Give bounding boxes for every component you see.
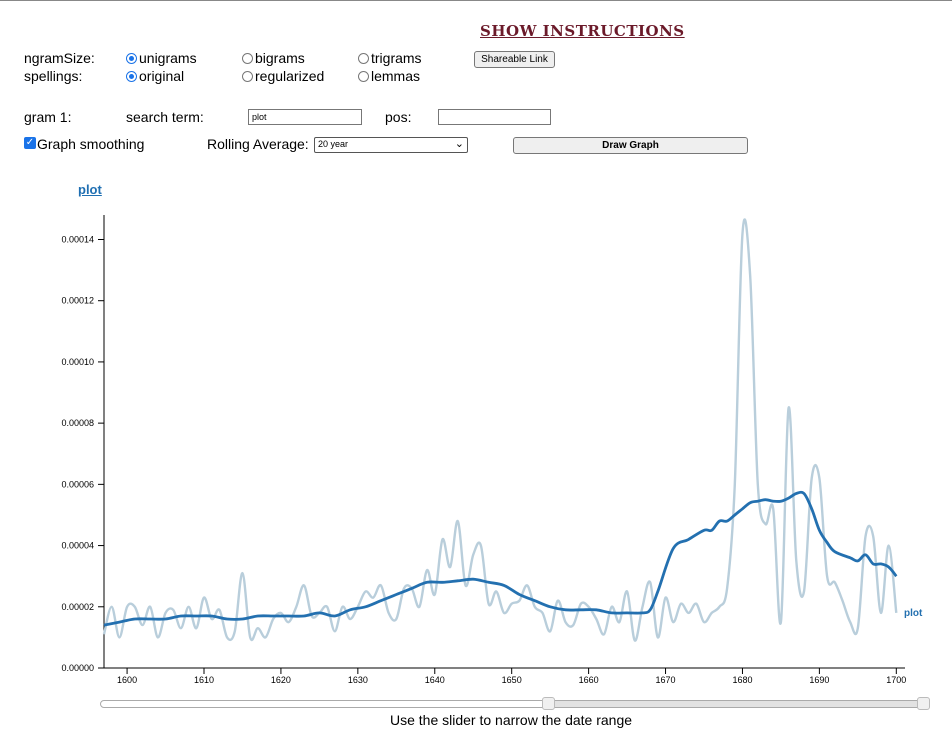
x-tick-label: 1690 [809, 675, 829, 685]
x-tick-label: 1640 [425, 675, 445, 685]
raw-frequency-line [102, 218, 898, 642]
smoothing-checkbox[interactable]: ✓ [24, 137, 36, 149]
radio-unigrams-label: unigrams [139, 50, 197, 66]
rolling-average-select[interactable]: 20 year ⌄ [314, 137, 468, 153]
radio-icon[interactable] [242, 52, 253, 64]
y-tick-label: 0.00008 [61, 418, 94, 428]
chevron-down-icon: ⌄ [454, 138, 464, 150]
slider-handle-end[interactable] [917, 697, 930, 710]
ngram-size-label: ngramSize: [24, 50, 95, 66]
x-tick-label: 1620 [271, 675, 291, 685]
series-lines [102, 218, 898, 642]
pos-input[interactable] [438, 109, 551, 125]
radio-trigrams-label: trigrams [371, 50, 422, 66]
x-tick-label: 1630 [348, 675, 368, 685]
date-range-selection [548, 700, 924, 708]
y-tick-label: 0.00010 [61, 357, 94, 367]
smoothed-frequency-line [103, 490, 898, 627]
y-tick-label: 0.00000 [61, 663, 94, 673]
y-tick-label: 0.00014 [61, 234, 94, 244]
y-tick-label: 0.00012 [61, 296, 94, 306]
radio-lemmas-label: lemmas [371, 68, 421, 84]
spellings-label: spellings: [24, 68, 83, 84]
slider-handle-start[interactable] [542, 697, 555, 710]
radio-regularized-label: regularized [255, 68, 325, 84]
legend-term-link[interactable]: plot [78, 182, 102, 197]
x-axis-ticks: 1600 1610 1620 1630 1640 1650 1660 1670 1680 1690… [117, 668, 906, 685]
search-term-input[interactable]: plot [248, 109, 362, 125]
radio-trigrams[interactable]: trigrams [358, 50, 422, 66]
rolling-average-value: 20 year [318, 139, 349, 149]
slider-caption: Use the slider to narrow the date range [389, 712, 633, 728]
gram-label: gram 1: [24, 109, 72, 125]
top-divider [0, 0, 952, 1]
smoothing-label: Graph smoothing [37, 136, 145, 152]
radio-icon[interactable] [358, 70, 369, 82]
radio-original-label: original [139, 68, 185, 84]
series-end-label: plot [904, 608, 923, 619]
y-tick-label: 0.00002 [61, 602, 94, 612]
radio-bigrams[interactable]: bigrams [242, 50, 305, 66]
radio-icon[interactable] [358, 52, 369, 64]
radio-lemmas[interactable]: lemmas [358, 68, 420, 84]
y-tick-label: 0.00004 [61, 541, 94, 551]
x-tick-label: 1600 [117, 675, 137, 685]
x-tick-label: 1610 [194, 675, 214, 685]
rolling-average-label: Rolling Average: [207, 136, 309, 152]
x-tick-label: 1660 [579, 675, 599, 685]
pos-label: pos: [385, 109, 412, 125]
x-tick-label: 1670 [656, 675, 676, 685]
shareable-link-button[interactable]: Shareable Link [474, 51, 555, 68]
x-tick-label: 1650 [502, 675, 522, 685]
search-term-label: search term: [126, 109, 204, 125]
y-axis-ticks: 0.00000 0.00002 0.00004 0.00006 0.00008 0.000… [61, 234, 104, 673]
radio-bigrams-label: bigrams [255, 50, 305, 66]
y-tick-label: 0.00006 [61, 479, 94, 489]
radio-regularized[interactable]: regularized [242, 68, 324, 84]
radio-original[interactable]: original [126, 68, 184, 84]
draw-graph-button[interactable]: Draw Graph [513, 137, 748, 154]
radio-icon[interactable] [242, 70, 253, 82]
radio-selected-icon[interactable] [126, 52, 137, 64]
radio-unigrams[interactable]: unigrams [126, 50, 197, 66]
radio-selected-icon[interactable] [126, 70, 137, 82]
show-instructions-link[interactable]: SHOW INSTRUCTIONS [480, 22, 685, 40]
x-tick-label: 1700 [886, 675, 906, 685]
x-tick-label: 1680 [732, 675, 752, 685]
